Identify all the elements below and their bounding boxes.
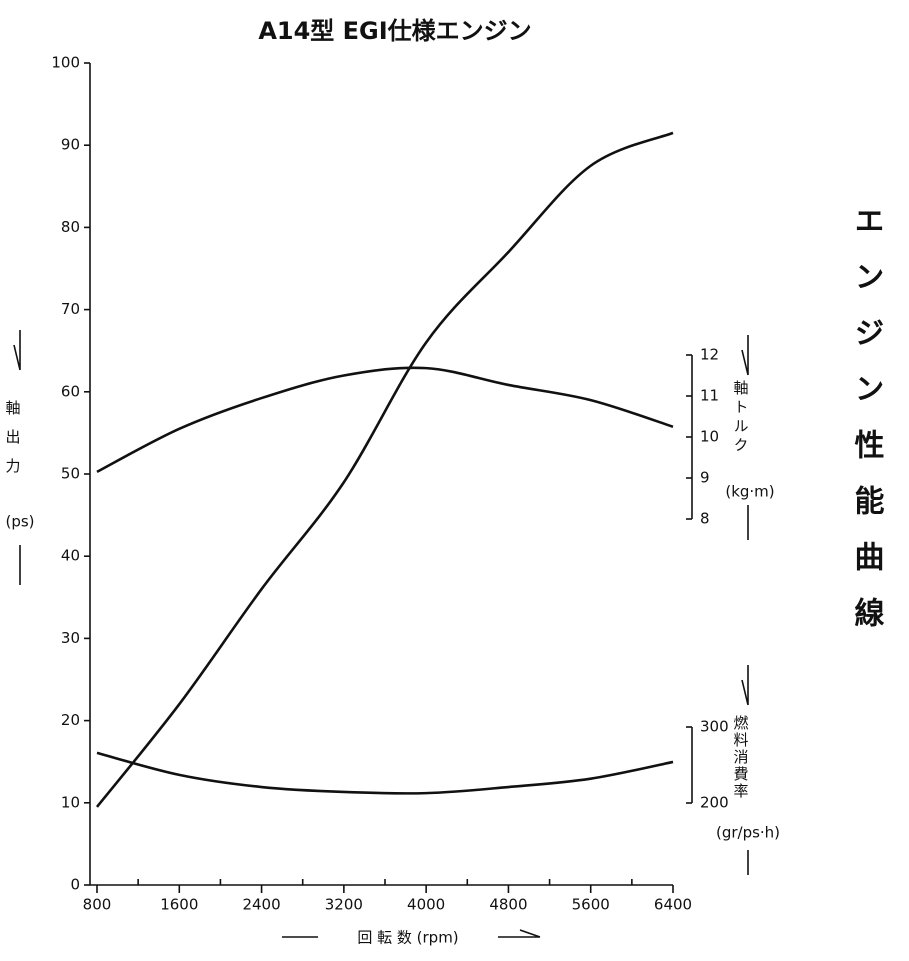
y-tick-label: 90 — [61, 136, 80, 154]
y-axis-unit: (ps) — [5, 513, 34, 531]
x-tick-label: 6400 — [654, 896, 692, 914]
series-line — [96, 366, 674, 474]
y3-tick-label: 200 — [700, 794, 729, 812]
x-tick-label: 4000 — [407, 896, 445, 914]
x-tick-label: 1600 — [160, 896, 198, 914]
y2-axis-unit: (kg·m) — [725, 483, 774, 501]
y-tick-label: 50 — [61, 465, 80, 483]
y3-axis-unit: (gr/ps·h) — [716, 824, 780, 842]
y-tick-label: 20 — [61, 711, 80, 729]
y-tick-label: 80 — [61, 218, 80, 236]
x-tick-label: 2400 — [242, 896, 280, 914]
y2-tick-label: 11 — [700, 387, 719, 405]
chart-title: A14型 EGI仕様エンジン — [258, 17, 531, 45]
y-tick-label: 100 — [51, 54, 80, 72]
x-tick-label: 3200 — [325, 896, 363, 914]
y3-tick-label: 300 — [700, 718, 729, 736]
y-tick-label: 0 — [70, 876, 80, 894]
x-tick-label: 5600 — [572, 896, 610, 914]
y-tick-label: 70 — [61, 300, 80, 318]
y-axis-label: 軸出力 — [4, 400, 22, 487]
y2-tick-label: 10 — [700, 428, 719, 446]
y-tick-label: 40 — [61, 547, 80, 565]
series-line — [96, 751, 674, 795]
side-title: エンジン性能曲線 — [849, 205, 885, 653]
x-tick-label: 4800 — [489, 896, 527, 914]
x-axis-label: 回 転 数 (rpm) — [357, 929, 458, 947]
y-tick-label: 60 — [61, 382, 80, 400]
axis-arrows — [13, 330, 749, 938]
y3-axis-label: 燃料消費率 — [732, 714, 750, 800]
series-line — [95, 131, 674, 808]
x-tick-label: 800 — [83, 896, 112, 914]
y2-axis-label: 軸トルク — [732, 380, 750, 456]
y2-tick-label: 12 — [700, 346, 719, 364]
y2-tick-label: 8 — [700, 510, 710, 528]
y-tick-label: 10 — [61, 793, 80, 811]
y2-tick-label: 9 — [700, 469, 710, 487]
y-tick-label: 30 — [61, 629, 80, 647]
